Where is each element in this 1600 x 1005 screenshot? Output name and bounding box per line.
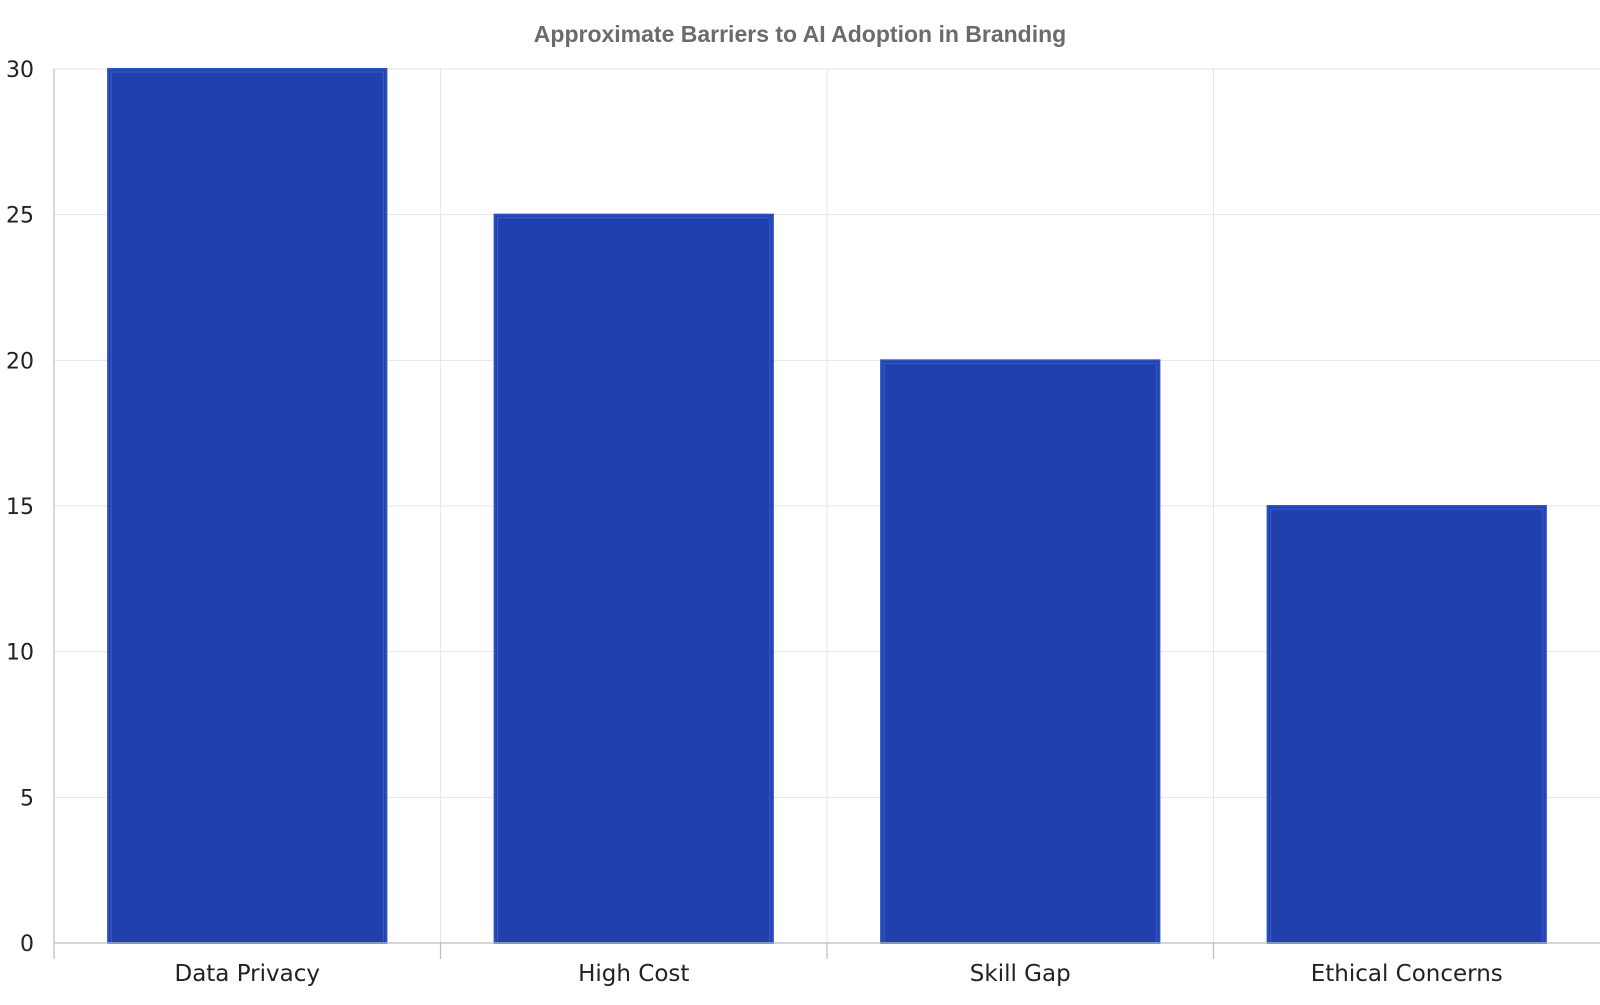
bar-data-privacy[interactable]	[107, 68, 388, 944]
y-tick-label: 5	[20, 786, 34, 811]
x-tick-label: High Cost	[578, 961, 689, 987]
bar-ethical-concerns[interactable]	[1266, 505, 1547, 944]
tick-labels: 0 5 10 15 20 25 30 Data Privacy High Cost Skill G…	[6, 58, 1503, 987]
y-tick-label: 25	[6, 204, 34, 229]
bars	[107, 68, 1547, 945]
x-tick-label: Skill Gap	[970, 961, 1071, 987]
y-tick-label: 30	[6, 58, 34, 83]
y-tick-label: 20	[6, 349, 34, 374]
x-tick-label: Data Privacy	[174, 961, 320, 987]
axes	[53, 69, 1600, 959]
x-tick-label: Ethical Concerns	[1311, 961, 1503, 987]
bar-high-cost[interactable]	[493, 213, 774, 944]
chart-title: Approximate Barriers to AI Adoption in B…	[534, 21, 1066, 47]
bar-skill-gap[interactable]	[880, 359, 1161, 945]
y-tick-label: 0	[20, 932, 34, 957]
y-tick-label: 15	[6, 495, 34, 520]
y-tick-label: 10	[6, 641, 34, 666]
